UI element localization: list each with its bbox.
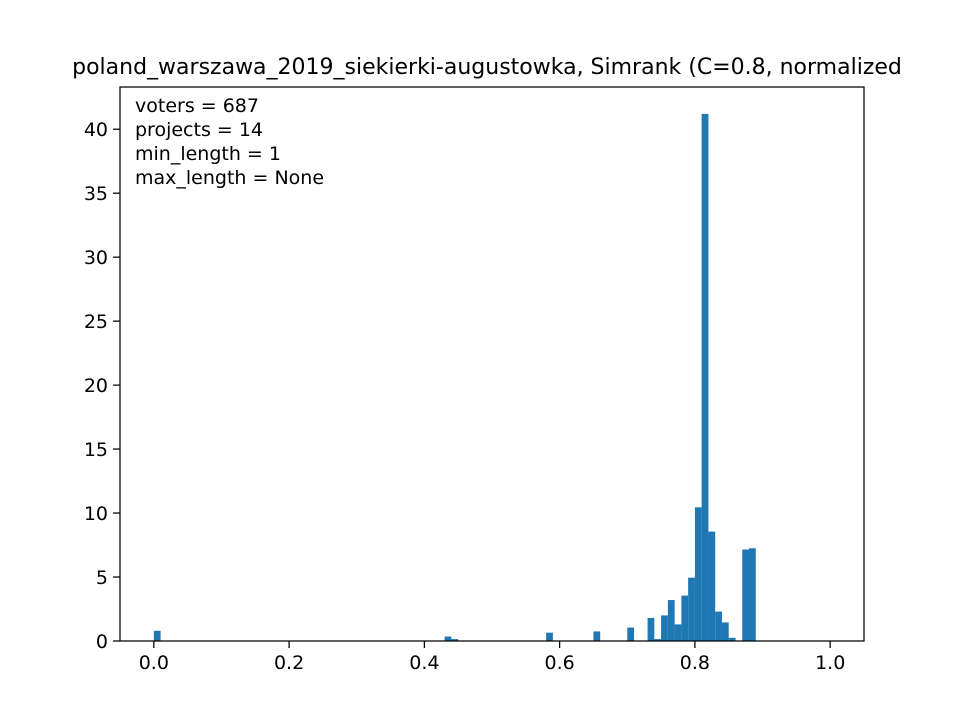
- y-tick-label: 20: [84, 375, 108, 397]
- y-tick-label: 30: [84, 247, 108, 269]
- histogram-bar: [694, 507, 702, 641]
- y-tick-label: 5: [96, 567, 108, 589]
- y-tick-label: 40: [84, 119, 108, 141]
- annotation-block: voters = 687 projects = 14 min_length = …: [135, 95, 324, 189]
- x-tick-label: 1.0: [815, 652, 845, 674]
- y-tick-label: 15: [84, 439, 108, 461]
- annotation-max-length: max_length = None: [135, 167, 324, 189]
- histogram-bar: [647, 617, 655, 641]
- histogram-bar: [674, 624, 682, 641]
- histogram-bar: [688, 577, 695, 641]
- bars-group: [153, 113, 756, 642]
- histogram-bar: [444, 636, 452, 641]
- histogram-bar: [661, 615, 668, 641]
- histogram-bar: [749, 548, 756, 641]
- histogram-bar: [742, 549, 750, 641]
- x-tick-label: 0.6: [545, 652, 575, 674]
- annotation-projects: projects = 14: [135, 119, 263, 141]
- histogram-bar: [728, 637, 736, 641]
- histogram-bar: [701, 113, 709, 642]
- y-axis: 0 5 10 15 20 25 30 35 40: [84, 119, 120, 653]
- x-tick-label: 0.2: [274, 652, 304, 674]
- histogram-bar: [708, 531, 716, 641]
- y-tick-label: 35: [84, 183, 108, 205]
- y-tick-label: 10: [84, 503, 108, 525]
- histogram-bar: [681, 595, 689, 641]
- x-tick-label: 0.0: [139, 652, 169, 674]
- histogram-bar: [667, 600, 675, 641]
- histogram-bar: [715, 611, 722, 641]
- histogram-bar: [153, 630, 161, 641]
- histogram-bar: [627, 627, 635, 641]
- y-tick-label: 0: [96, 631, 108, 653]
- plot-frame: [119, 86, 865, 642]
- annotation-voters: voters = 687: [135, 95, 259, 117]
- histogram-bar: [593, 631, 601, 641]
- histogram-bar: [546, 632, 553, 641]
- annotation-min-length: min_length = 1: [135, 143, 281, 165]
- histogram-bar: [721, 622, 729, 641]
- x-tick-label: 0.8: [680, 652, 710, 674]
- histogram-bar: [451, 639, 459, 641]
- histogram-bar: [654, 639, 662, 641]
- x-tick-label: 0.4: [409, 652, 439, 674]
- y-tick-label: 25: [84, 311, 108, 333]
- x-axis: 0.0 0.2 0.4 0.6 0.8 1.0: [139, 641, 845, 674]
- chart-title: poland_warszawa_2019_siekierki-augustowk…: [72, 55, 902, 80]
